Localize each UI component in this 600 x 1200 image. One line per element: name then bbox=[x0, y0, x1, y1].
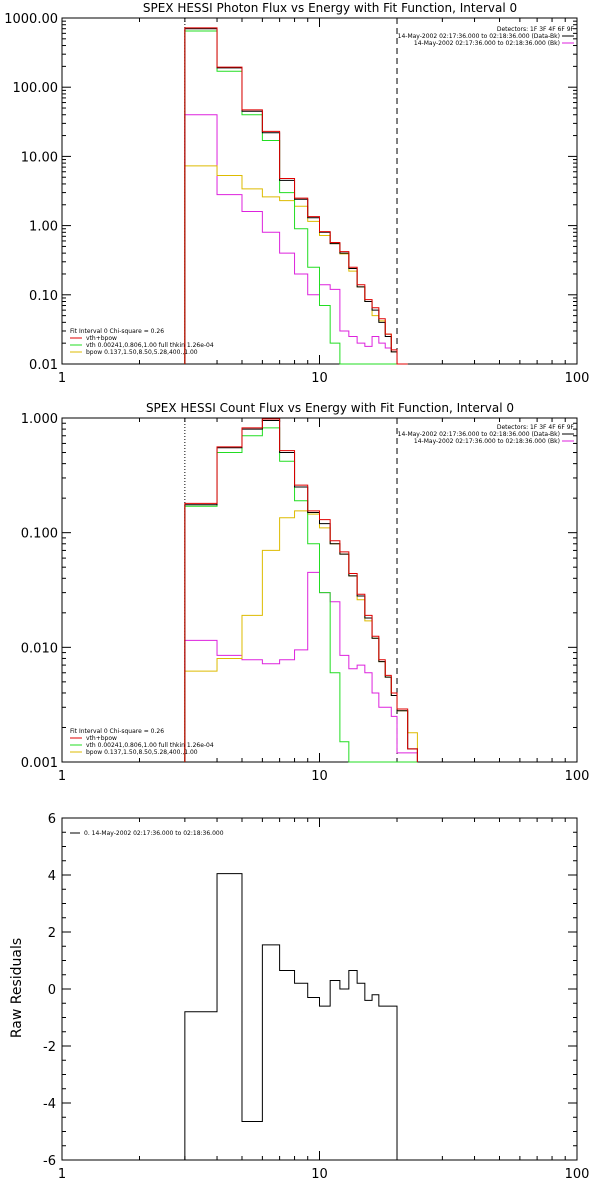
panel2-legend-data: 14-May-2002 02:17:36.000 to 02:18:36.000… bbox=[398, 431, 560, 438]
panel1-detectors: Detectors: 1F 3F 4F 6F 9F bbox=[497, 26, 575, 33]
panel1-series bbox=[184, 18, 408, 365]
series-total bbox=[184, 873, 398, 1160]
x-tick-label: 10 bbox=[311, 371, 328, 386]
series-total bbox=[184, 420, 418, 762]
residuals-panel: 1 10 100 6 4 2 0 -2 -4 -6 Raw Residuals 0. 14-May… bbox=[9, 812, 589, 1182]
panel2-legend-bottom: Fit Interval 0 Chi-square = 0.26 vth+bpo… bbox=[70, 728, 214, 756]
y-tick-label: 100.00 bbox=[13, 81, 59, 96]
y-tick-label: 10.00 bbox=[21, 150, 58, 165]
x-tick-label: 10 bbox=[311, 1167, 328, 1182]
panel1-legend-bottom: Fit Interval 0 Chi-square = 0.26 vth+bpo… bbox=[70, 328, 214, 356]
y-tick-label: 0.10 bbox=[29, 289, 58, 304]
panel2-title: SPEX HESSI Count Flux vs Energy with Fit… bbox=[146, 401, 514, 415]
y-tick-label: -4 bbox=[43, 1097, 56, 1112]
panel3-frame bbox=[61, 817, 578, 1161]
panel2-legend-vth: vth 0.00241,0.806,1.00 full thkin 1.26e-… bbox=[86, 742, 214, 749]
x-tick-label: 100 bbox=[565, 769, 590, 784]
y-tick-label: 0 bbox=[48, 983, 56, 998]
y-tick-label: 0.100 bbox=[21, 527, 58, 542]
panel1-legend-vth: vth 0.00241,0.806,1.00 full thkin 1.26e-… bbox=[86, 342, 214, 349]
panel1-title: SPEX HESSI Photon Flux vs Energy with Fi… bbox=[143, 1, 517, 15]
panel2-series bbox=[184, 418, 418, 763]
panel3-series bbox=[184, 873, 398, 1160]
y-tick-label: 2 bbox=[48, 926, 56, 941]
x-tick-label: 100 bbox=[565, 1167, 590, 1182]
series-fit bbox=[184, 27, 408, 365]
y-tick-label: 4 bbox=[48, 869, 56, 884]
panel1-frame bbox=[61, 17, 578, 365]
panel2-fit-label: Fit Interval 0 Chi-square = 0.26 bbox=[70, 728, 164, 735]
panel1-legend-bpow: bpow 0.137,1.50,8.50,5.28,400.,1.00 bbox=[86, 349, 198, 356]
panel1-legend-fit: vth+bpow bbox=[86, 335, 117, 342]
x-tick-label: 10 bbox=[311, 769, 328, 784]
y-tick-label: 6 bbox=[48, 812, 56, 827]
panel1-legend-bk: 14-May-2002 02:17:36.000 to 02:18:36.000… bbox=[414, 40, 560, 47]
y-tick-label: 0.01 bbox=[29, 358, 58, 373]
panel1-axis-ticks: 1 10 100 1000.00 100.00 10.00 1.00 0.10 0.01 bbox=[4, 12, 589, 386]
series-fit bbox=[184, 418, 418, 762]
series-bpow bbox=[184, 165, 408, 365]
x-tick-label: 1 bbox=[58, 1167, 66, 1182]
panel2-legend-top: 14-May-2002 02:17:36.000 to 02:18:36.000… bbox=[398, 431, 574, 445]
count-flux-panel: SPEX HESSI Count Flux vs Energy with Fit… bbox=[21, 401, 590, 784]
panel3-axis-ticks: 1 10 100 6 4 2 0 -2 -4 -6 bbox=[43, 812, 589, 1182]
panel3-ylabel: Raw Residuals bbox=[9, 938, 25, 1038]
y-tick-label: 1.00 bbox=[29, 220, 58, 235]
y-tick-label: -2 bbox=[43, 1040, 56, 1055]
y-tick-label: 0.010 bbox=[21, 641, 58, 656]
photon-flux-panel: SPEX HESSI Photon Flux vs Energy with Fi… bbox=[4, 1, 589, 386]
panel2-axis-ticks: 1 10 100 1.000 0.100 0.010 0.001 bbox=[21, 412, 590, 784]
x-tick-label: 100 bbox=[565, 371, 590, 386]
panel3-legend: 0. 14-May-2002 02:17:36.000 to 02:18:36.… bbox=[84, 830, 224, 837]
panel2-legend-bpow: bpow 0.137,1.50,8.50,5.28,400.,1.00 bbox=[86, 749, 198, 756]
y-tick-label: 1000.00 bbox=[4, 12, 58, 27]
panel2-legend-fit: vth+bpow bbox=[86, 735, 117, 742]
series-bkg bbox=[184, 114, 408, 365]
panel1-fit-label: Fit Interval 0 Chi-square = 0.26 bbox=[70, 328, 164, 335]
series-bpow bbox=[184, 510, 418, 762]
y-tick-label: 0.001 bbox=[21, 756, 58, 771]
series-vth bbox=[184, 427, 418, 763]
x-tick-label: 1 bbox=[58, 769, 66, 784]
panel2-detectors: Detectors: 1F 3F 4F 6F 9F bbox=[497, 424, 575, 431]
y-tick-label: -6 bbox=[43, 1154, 56, 1169]
y-tick-label: 1.000 bbox=[21, 412, 58, 427]
series-bkg bbox=[184, 571, 418, 762]
series-vth bbox=[184, 30, 408, 365]
panel1-legend-data: 14-May-2002 02:17:36.000 to 02:18:36.000… bbox=[398, 33, 560, 40]
panel2-legend-bk: 14-May-2002 02:17:36.000 to 02:18:36.000… bbox=[414, 438, 560, 445]
panel1-legend-top: 14-May-2002 02:17:36.000 to 02:18:36.000… bbox=[398, 33, 574, 47]
x-tick-label: 1 bbox=[58, 371, 66, 386]
series-total bbox=[184, 28, 408, 365]
